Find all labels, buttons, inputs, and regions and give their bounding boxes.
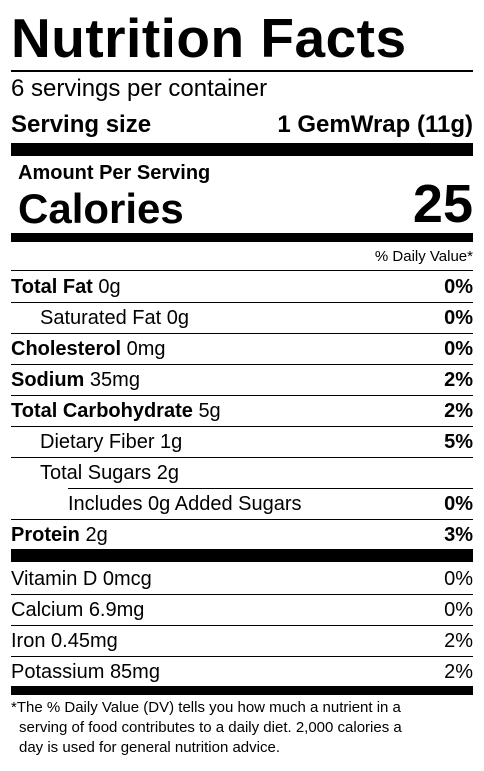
daily-value-percent: 2% (444, 630, 473, 652)
daily-value-percent: 5% (444, 431, 473, 453)
daily-value-percent: 0% (444, 276, 473, 298)
nutrient-row-total-fat: Total Fat 0g 0% (11, 272, 473, 302)
footnote-line: serving of food contributes to a daily d… (19, 719, 402, 736)
amount-per-serving: Amount Per Serving (18, 162, 211, 184)
thick-divider (11, 549, 473, 562)
servings-per-container: 6 servings per container (11, 75, 268, 102)
daily-value-percent: 2% (444, 661, 473, 683)
row-divider (11, 364, 473, 365)
nutrient-row-saturated-fat: Saturated Fat 0g 0% (11, 303, 473, 333)
footnote: *The % Daily Value (DV) tells you how mu… (11, 698, 402, 758)
nutrient-name: Protein 2g (11, 524, 108, 546)
row-divider (11, 457, 473, 458)
calories-label: Calories (18, 185, 184, 232)
row-divider (11, 395, 473, 396)
vitamin-name: Potassium 85mg (11, 661, 160, 683)
nutrient-row-dietary-fiber: Dietary Fiber 1g 5% (11, 427, 473, 457)
row-divider (11, 302, 473, 303)
vitamin-row-calcium: Calcium 6.9mg 0% (11, 595, 473, 625)
nutrient-name: Saturated Fat 0g (40, 307, 189, 329)
nutrient-row-protein: Protein 2g 3% (11, 520, 473, 550)
nutrient-name: Sodium 35mg (11, 369, 140, 391)
daily-value-percent: 0% (444, 599, 473, 621)
daily-value-percent: 0% (444, 568, 473, 590)
nutrient-row-cholesterol: Cholesterol 0mg 0% (11, 334, 473, 364)
medium-divider (11, 686, 473, 695)
serving-size-value: 1 GemWrap (11g) (277, 111, 473, 138)
nutrient-name: Total Sugars 2g (40, 462, 179, 484)
vitamin-name: Iron 0.45mg (11, 630, 118, 652)
nutrient-name: Cholesterol 0mg (11, 338, 166, 360)
row-divider (11, 426, 473, 427)
nutrient-name: Total Carbohydrate 5g (11, 400, 221, 422)
nutrient-row-added-sugars: Includes 0g Added Sugars 0% (11, 489, 473, 519)
daily-value-percent: 0% (444, 338, 473, 360)
nutrient-name: Total Fat 0g (11, 276, 121, 298)
nutrient-name: Includes 0g Added Sugars (68, 493, 302, 515)
vitamin-row-potassium: Potassium 85mg 2% (11, 657, 473, 687)
row-divider (11, 270, 473, 271)
row-divider (11, 625, 473, 626)
row-divider (11, 333, 473, 334)
thick-divider (11, 143, 473, 156)
daily-value-percent: 3% (444, 524, 473, 546)
medium-divider (11, 233, 473, 242)
row-divider (11, 656, 473, 657)
title-divider (11, 70, 473, 72)
calories-value: 25 (412, 174, 473, 234)
vitamin-row-vitamin-d: Vitamin D 0mcg 0% (11, 564, 473, 594)
daily-value-percent: 2% (444, 400, 473, 422)
vitamin-name: Vitamin D 0mcg (11, 568, 152, 590)
nutrient-row-sodium: Sodium 35mg 2% (11, 365, 473, 395)
vitamin-name: Calcium 6.9mg (11, 599, 145, 621)
vitamin-row-iron: Iron 0.45mg 2% (11, 626, 473, 656)
daily-value-header: % Daily Value* (374, 248, 473, 265)
footnote-line: day is used for general nutrition advice… (19, 739, 280, 756)
daily-value-percent: 0% (444, 493, 473, 515)
nutrient-name: Dietary Fiber 1g (40, 431, 183, 453)
row-divider (11, 519, 473, 520)
nutrient-row-total-carbohydrate: Total Carbohydrate 5g 2% (11, 396, 473, 426)
row-divider (68, 488, 473, 489)
label-title: Nutrition Facts (11, 7, 407, 69)
daily-value-percent: 2% (444, 369, 473, 391)
nutrient-row-total-sugars: Total Sugars 2g (11, 458, 473, 488)
daily-value-percent: 0% (444, 307, 473, 329)
row-divider (11, 594, 473, 595)
footnote-line: *The % Daily Value (DV) tells you how mu… (11, 699, 401, 716)
serving-size-label: Serving size (11, 111, 152, 138)
